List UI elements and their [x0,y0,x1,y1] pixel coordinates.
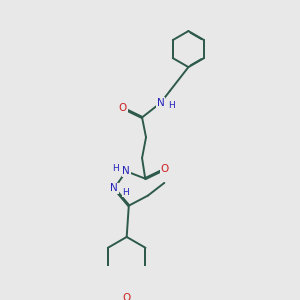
Text: O: O [119,103,127,113]
Text: H: H [168,101,175,110]
Text: H: H [112,164,118,173]
Text: O: O [160,164,168,174]
Text: O: O [123,292,131,300]
Text: N: N [157,98,164,108]
Text: H: H [122,188,129,197]
Text: N: N [122,166,130,176]
Text: N: N [110,184,118,194]
